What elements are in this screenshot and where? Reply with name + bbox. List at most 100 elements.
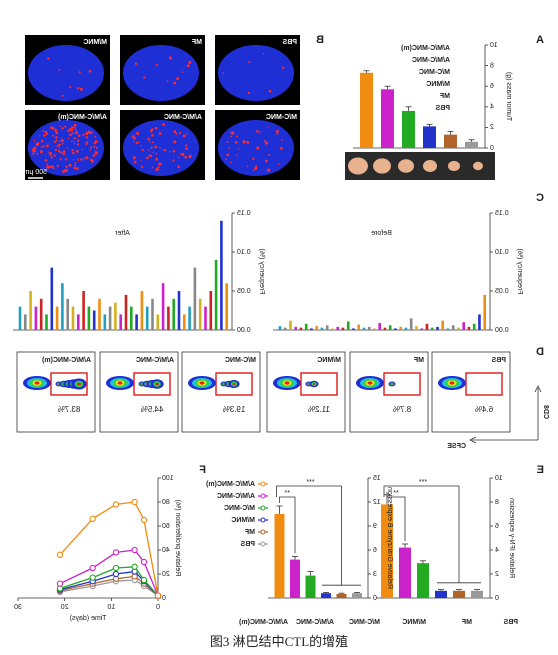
bar — [71, 306, 75, 330]
bar — [331, 328, 334, 330]
point — [112, 570, 120, 578]
signal-dot — [47, 143, 49, 145]
line — [59, 566, 159, 597]
signal-dot — [48, 151, 50, 153]
legend-entry: A/M/C-MNC(m) — [401, 45, 450, 52]
x-tick-label: 10 — [107, 604, 115, 611]
signal-dot — [33, 146, 37, 150]
chart-title: After — [114, 230, 129, 237]
cell-density — [141, 383, 143, 385]
bar — [399, 547, 411, 598]
signal-dot — [75, 149, 79, 153]
signal-dot — [178, 131, 182, 134]
bar — [483, 294, 486, 330]
signal-dot — [50, 165, 54, 168]
signal-dot — [177, 165, 180, 169]
bar — [310, 328, 313, 330]
significance-bracket — [279, 496, 296, 554]
signal-dot — [132, 156, 136, 160]
panel-label: F — [199, 464, 206, 476]
tissue — [218, 120, 294, 176]
x-axis-label: CFSE — [447, 443, 466, 450]
y-tick-label: 60 — [162, 523, 170, 530]
bar — [383, 327, 387, 330]
signal-dot — [185, 147, 188, 150]
bar — [220, 220, 223, 330]
signal-dot — [69, 129, 72, 132]
bar — [214, 259, 218, 330]
flow-plot — [99, 351, 179, 433]
signal-dot — [133, 136, 136, 140]
group-label: PBS — [503, 619, 518, 626]
signal-dot — [61, 127, 64, 130]
bar — [378, 322, 381, 330]
point — [89, 574, 96, 581]
signal-dot — [263, 140, 266, 143]
signal-dot — [43, 134, 46, 137]
signal-dot — [152, 151, 154, 154]
signal-dot — [143, 76, 146, 79]
bar — [352, 328, 355, 330]
signal-dot — [135, 141, 139, 145]
cell-density — [367, 381, 373, 385]
bar — [29, 291, 32, 330]
bar — [381, 504, 393, 598]
signal-dot — [42, 145, 45, 148]
signal-dot — [40, 146, 42, 149]
gate-percentage: 19.3% — [223, 405, 246, 414]
signal-dot — [65, 165, 68, 168]
flow-plot-label: MF — [413, 357, 424, 364]
signal-dot — [275, 129, 279, 133]
signal-dot — [57, 149, 61, 153]
bar — [423, 126, 436, 148]
x-tick-label: 30 — [14, 604, 22, 611]
bar — [209, 291, 213, 330]
signal-dot — [67, 129, 70, 133]
signal-dot — [137, 141, 140, 144]
signal-dot — [39, 150, 43, 154]
y-axis-label: Relative IFN-γ expression — [508, 498, 515, 578]
legend-marker — [260, 541, 266, 547]
bar — [320, 327, 324, 330]
point — [56, 580, 64, 587]
bar — [325, 325, 329, 330]
signal-dot — [141, 165, 144, 168]
point — [131, 563, 138, 570]
y-tick-label: 100 — [162, 475, 174, 482]
signal-dot — [71, 126, 74, 129]
signal-dot — [85, 136, 89, 139]
bar — [24, 314, 27, 330]
signal-dot — [69, 127, 72, 130]
signal-dot — [276, 132, 279, 135]
y-tick-label: 8 — [490, 62, 494, 69]
signal-dot — [86, 140, 89, 143]
signal-dot — [77, 159, 80, 162]
signal-dot — [231, 131, 235, 135]
bar — [367, 326, 371, 330]
y-tick-label: 0 — [162, 595, 166, 602]
y-tick-label: 6 — [490, 83, 494, 90]
legend-entry: PBS — [435, 105, 450, 112]
cell-density — [117, 381, 123, 385]
bar — [294, 326, 297, 330]
cell-density — [284, 381, 290, 385]
signal-dot — [168, 56, 172, 60]
bar — [167, 306, 170, 330]
y-tick-label: 2 — [490, 124, 494, 131]
signal-dot — [36, 152, 39, 155]
image-label: A/M/C-MNC — [164, 114, 202, 121]
signal-dot — [258, 131, 261, 134]
signal-dot — [55, 136, 58, 139]
signal-dot — [67, 138, 70, 140]
signal-dot — [163, 148, 167, 152]
signal-dot — [141, 148, 144, 152]
point — [89, 564, 96, 572]
signal-dot — [140, 160, 142, 162]
tumor-photo — [348, 157, 368, 175]
tissue — [123, 45, 199, 101]
signal-dot — [151, 141, 154, 144]
bar — [357, 324, 360, 330]
bar — [444, 134, 457, 148]
signal-dot — [35, 142, 39, 147]
